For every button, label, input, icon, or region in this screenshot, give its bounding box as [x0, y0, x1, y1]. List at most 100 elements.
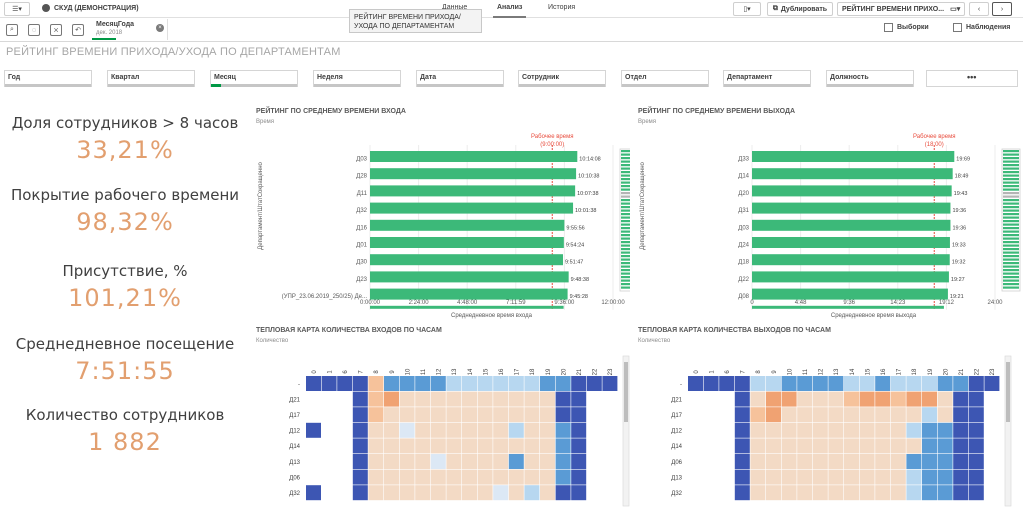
- row-label: Д06: [289, 475, 300, 481]
- heatmap-exits-by-hour[interactable]: 0 1 6 7 8 9 10 11 12 13 14 15 16 17 18 19 20 21 22 23-Д21Д1…: [632, 346, 1023, 509]
- heat-cell: [719, 391, 735, 407]
- filter-8[interactable]: Должность: [826, 70, 914, 87]
- step-back-icon[interactable]: ↶: [72, 24, 84, 36]
- filter-4[interactable]: Дата: [416, 70, 504, 87]
- minichart-row: [1003, 276, 1019, 279]
- heat-cell: [890, 376, 906, 391]
- heat-cell: [508, 454, 524, 469]
- heat-cell: [524, 422, 540, 438]
- filter-6[interactable]: Отдел: [621, 70, 709, 87]
- next-sheet-button[interactable]: ›: [992, 2, 1012, 16]
- more-filters-button[interactable]: •••: [926, 70, 1018, 87]
- minichart-row: [1003, 185, 1019, 188]
- bar: [370, 202, 574, 214]
- heat-cell: [953, 391, 969, 407]
- heat-cell: [571, 407, 587, 423]
- heat-cell: [828, 376, 844, 391]
- row-label: Д12: [289, 429, 300, 435]
- heat-cell: [968, 407, 984, 423]
- filter-7[interactable]: Департамент: [723, 70, 811, 87]
- heat-cell: [906, 422, 922, 438]
- hour-label: 14: [850, 368, 856, 375]
- heat-cell: [734, 438, 750, 454]
- heat-cell: [555, 391, 571, 407]
- heat-cell: [953, 438, 969, 454]
- heat-cell: [859, 422, 875, 438]
- heat-cell: [797, 485, 813, 501]
- filter-2[interactable]: Месяц: [210, 70, 298, 87]
- minichart-row: [621, 213, 630, 216]
- kpi-value: 101,21%: [68, 284, 182, 312]
- row-label: Д17: [289, 413, 300, 419]
- heat-cell: [750, 376, 766, 391]
- reference-label: Рабочее время: [531, 134, 573, 140]
- kpi-0: Доля сотрудников > 8 часов 33,21%: [0, 114, 250, 164]
- heat-cell: [493, 407, 509, 423]
- filter-5[interactable]: Сотрудник: [518, 70, 606, 87]
- heat-cell: [306, 469, 321, 485]
- exit-time-bar-chart[interactable]: 0 4:48 9:36 14:23 19:12 24:00 Рабочее время (18…: [632, 128, 1022, 324]
- heatmap-entries-by-hour[interactable]: 0 1 6 7 8 9 10 11 12 13 14 15 16 17 18 19 20 21 22 23-Д21Д1…: [250, 346, 638, 509]
- heat-cell: [875, 422, 891, 438]
- heat-cell: [508, 485, 524, 501]
- minichart-row: [621, 279, 630, 282]
- lasso-selection-icon[interactable]: ◌: [28, 24, 40, 36]
- heat-cell: [352, 391, 368, 407]
- app-title[interactable]: СКУД (ДЕМОНСТРАЦИЯ): [42, 4, 139, 12]
- heat-cell: [352, 438, 368, 454]
- clear-selection-icon[interactable]: ×: [156, 24, 164, 32]
- minichart-row: [621, 171, 630, 174]
- heat-cell: [719, 422, 735, 438]
- heat-cell: [368, 485, 384, 501]
- heat-cell: [828, 485, 844, 501]
- heat-cell: [399, 485, 415, 501]
- clear-selections-icon[interactable]: ⨯: [50, 24, 62, 36]
- smart-search-icon[interactable]: ⌕: [6, 24, 18, 36]
- heat-cell: [352, 469, 368, 485]
- heat-cell: [937, 485, 953, 501]
- bookmark-button[interactable]: ▯▾: [733, 2, 761, 16]
- minichart-row: [1003, 164, 1019, 167]
- heat-cell: [875, 469, 891, 485]
- heat-cell: [306, 485, 321, 501]
- x-tick-label: 7:11:59: [506, 300, 526, 306]
- heat-cell: [984, 391, 1000, 407]
- bar: [370, 219, 565, 231]
- selection-chip[interactable]: МесяцГода дек. 2018 ×: [92, 19, 168, 40]
- heat-cell: [602, 454, 618, 469]
- previous-sheet-button[interactable]: ‹: [969, 2, 989, 16]
- tab-analysis[interactable]: Анализ: [492, 4, 527, 18]
- row-label: Д06: [671, 460, 682, 466]
- insights-button[interactable]: Наблюдения: [953, 23, 1010, 32]
- sheet-selector[interactable]: РЕЙТИНГ ВРЕМЕНИ ПРИХО... ▭▾: [837, 2, 965, 16]
- heat-cell: [446, 485, 462, 501]
- entry-time-bar-chart[interactable]: 0:00:00 2:24:00 4:48:00 7:11:59 9:36:00 12:00…: [250, 128, 630, 324]
- filter-0[interactable]: Год: [4, 70, 92, 87]
- filter-label: •••: [967, 72, 977, 82]
- globe-icon: [42, 4, 50, 12]
- heat-cell: [399, 454, 415, 469]
- category-label: Д16: [356, 225, 367, 231]
- selections-button[interactable]: Выборки: [884, 23, 929, 32]
- tab-data[interactable]: Данные: [442, 4, 468, 11]
- minichart-row: [621, 164, 630, 167]
- filter-1[interactable]: Квартал: [107, 70, 195, 87]
- heat-cell: [571, 469, 587, 485]
- data-label: 10:07:38: [577, 191, 598, 197]
- duplicate-button[interactable]: ⧉ Дублировать: [767, 2, 833, 16]
- hour-label: 10: [405, 368, 411, 375]
- heat-cell: [812, 407, 828, 423]
- tab-history[interactable]: История: [548, 4, 576, 11]
- minichart-row: [1003, 220, 1019, 223]
- filter-progress-fill: [108, 84, 194, 87]
- menu-button[interactable]: ☰▾: [4, 2, 30, 16]
- category-label: Д11: [357, 191, 368, 197]
- data-label: 10:14:08: [579, 157, 600, 163]
- heat-cell: [688, 422, 703, 438]
- heat-cell: [524, 454, 540, 469]
- filter-3[interactable]: Неделя: [313, 70, 401, 87]
- heat-cell: [368, 407, 384, 423]
- heat-cell: [781, 438, 797, 454]
- heat-cell: [734, 454, 750, 469]
- heat-cell: [586, 438, 602, 454]
